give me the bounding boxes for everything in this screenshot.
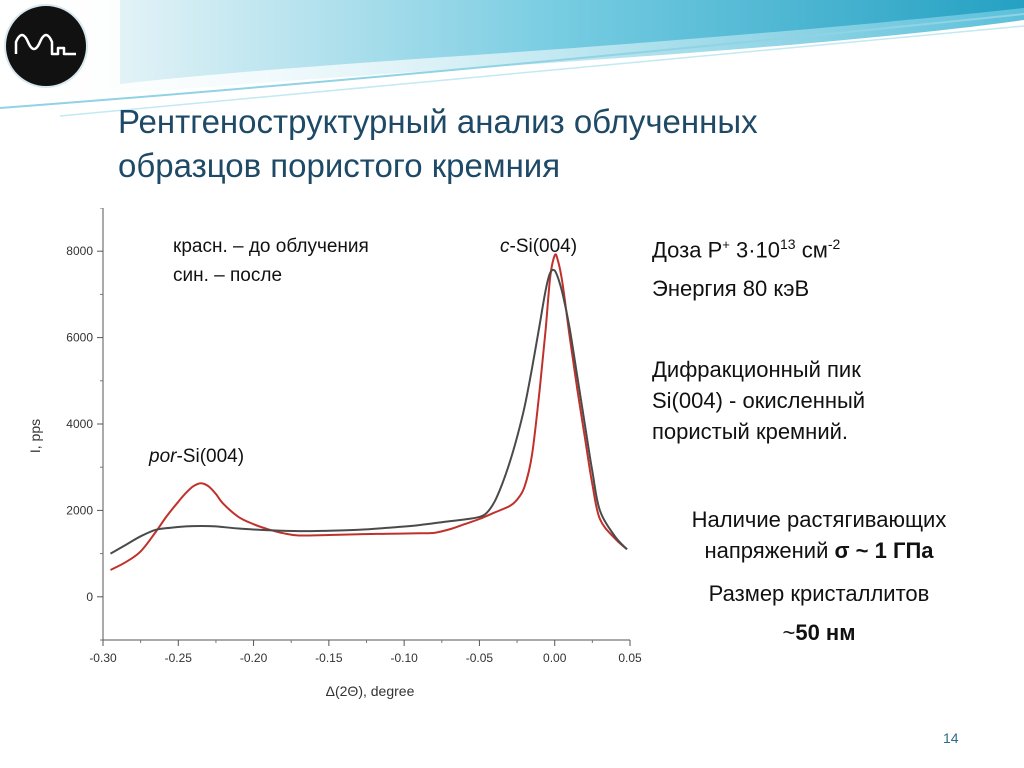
slide-title-line-1: Рентгеноструктурный анализ облученных [118,103,758,140]
crystallite-size: ~50 нм [782,620,856,645]
x-tick-label: 0.00 [543,651,567,665]
logo [4,4,88,88]
series-line-before [110,253,628,571]
x-tick-label: -0.25 [165,651,193,665]
slide-title-line-2: образцов пористого кремния [118,147,561,184]
x-tick-label: -0.15 [315,651,343,665]
x-tick-label: 0.05 [618,651,642,665]
legend-line-1: красн. – до облучения [173,236,369,257]
csi-peak-label: c-Si(004) [500,236,577,257]
energy-line: Энергия 80 кэВ [652,276,810,301]
xrd-chart: 0 2000 4000 6000 8000 -0.30 -0.25 -0.20 -0.15 -0.… [18,208,646,708]
stress-line-2: напряжений σ ~ 1 ГПа [704,538,934,563]
diffraction-peak-line-1: Дифракционный пик [652,357,861,382]
y-tick-label: 6000 [66,331,93,345]
por-si-peak-label: por-Si(004) [148,446,244,467]
y-tick-label: 4000 [66,417,93,431]
diffraction-peak-line-2: Si(004) - окисленный [652,388,866,413]
slide-title: Рентгеноструктурный анализ облученных об… [118,100,978,188]
y-tick-label: 2000 [66,503,93,517]
crystallite-label: Размер кристаллитов [708,581,930,606]
chart-xlabel: Δ(2Θ), degree [326,683,415,699]
chart-ylabel: I, pps [27,419,43,453]
dose-line: Доза P+ 3·1013 см-2 [652,236,841,263]
series-line-after [110,268,628,555]
legend-line-2: син. – после [173,265,282,286]
x-tick-label: -0.20 [240,651,268,665]
x-tick-label: -0.05 [466,651,494,665]
slide-number: 14 [943,730,959,746]
y-tick-label: 0 [86,590,93,604]
stress-text: Наличие растягивающих напряжений σ ~ 1 Г… [646,504,992,566]
stress-line-1: Наличие растягивающих [691,507,947,532]
diffraction-peak-text: Дифракционный пик Si(004) - окисленный п… [652,354,1012,447]
diffraction-peak-line-3: пористый кремний. [652,419,849,444]
sine-wave-logo-icon [14,33,76,56]
y-tick-label: 8000 [66,244,93,258]
x-tick-label: -0.10 [390,651,418,665]
x-tick-label: -0.30 [89,651,117,665]
crystallite-text: Размер кристаллитов ~50 нм [646,578,992,648]
header-wave-decoration [0,0,1024,117]
